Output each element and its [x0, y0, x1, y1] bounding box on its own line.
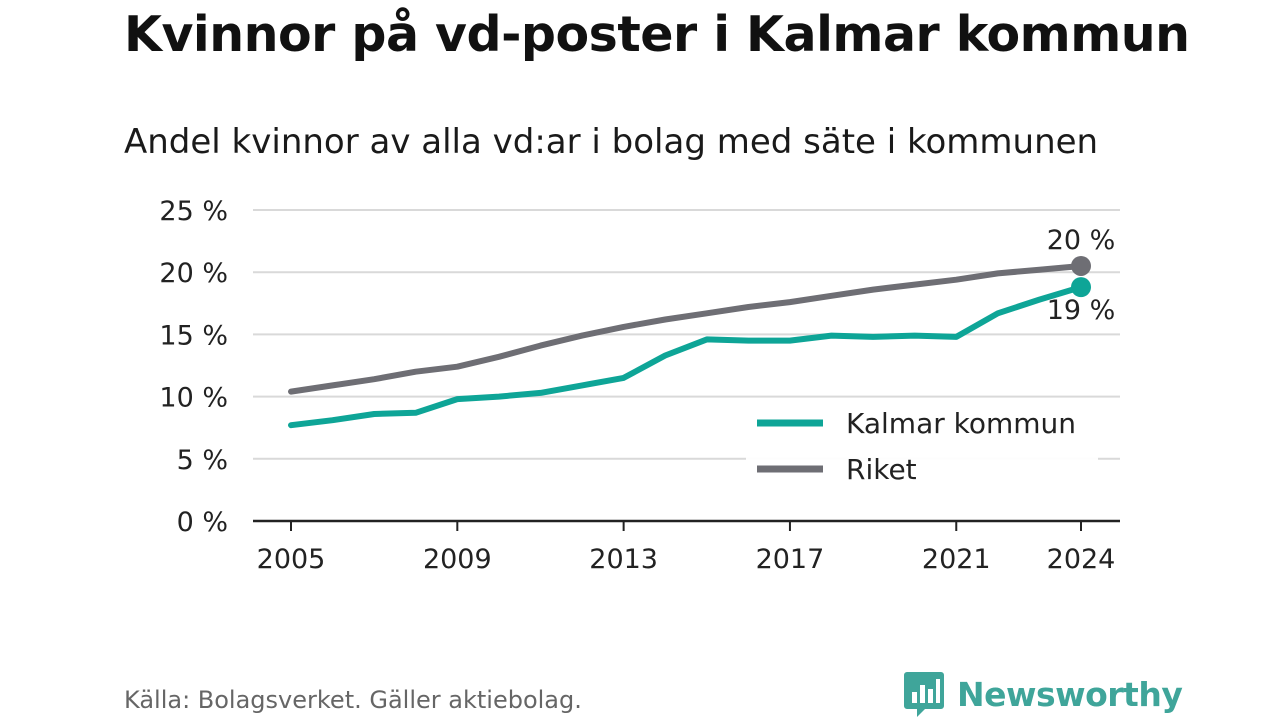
x-tick-label: 2005	[257, 544, 326, 575]
legend-box	[746, 398, 1098, 490]
y-tick-label: 15 %	[159, 320, 228, 351]
brand-logo: Newsworthy	[903, 670, 1183, 718]
y-tick-label: 20 %	[159, 258, 228, 289]
y-tick-label: 25 %	[159, 196, 228, 227]
x-tick-label: 2024	[1047, 544, 1116, 575]
series-end-point-kalmar-kommun	[1071, 277, 1091, 298]
legend: Kalmar kommun Riket	[746, 398, 1098, 490]
y-tick-label: 10 %	[159, 383, 228, 414]
legend-label-kalmar-kommun: Kalmar kommun	[846, 407, 1076, 440]
bar-chart-speech-bubble-icon	[904, 672, 944, 717]
x-tick-label: 2009	[423, 544, 492, 575]
x-tick-label: 2013	[589, 544, 658, 575]
series-line-riket	[288, 263, 1084, 395]
legend-label-riket: Riket	[846, 453, 917, 486]
brand-name: Newsworthy	[957, 674, 1183, 714]
axes: 0 % 5 % 10 % 15 % 20 % 25 % 2005 2009 2013 2017 20…	[159, 196, 1120, 575]
chart-subtitle: Andel kvinnor av alla vd:ar i bolag med …	[124, 122, 1099, 162]
grid-lines	[253, 209, 1120, 460]
y-tick-label: 5 %	[177, 445, 228, 476]
x-tick-label: 2017	[756, 544, 825, 575]
y-tick-label: 0 %	[177, 507, 228, 538]
end-labels: 20 % 19 %	[1047, 225, 1116, 326]
source-note: Källa: Bolagsverket. Gäller aktiebolag.	[124, 686, 582, 714]
series-line-kalmar-kommun	[288, 284, 1084, 429]
end-label-riket: 20 %	[1047, 225, 1116, 256]
series-end-point-riket	[1071, 255, 1091, 276]
end-label-kalmar: 19 %	[1047, 295, 1116, 326]
chart-title: Kvinnor på vd-poster i Kalmar kommun	[124, 6, 1190, 63]
x-tick-label: 2021	[922, 544, 991, 575]
series-lines	[288, 255, 1091, 429]
